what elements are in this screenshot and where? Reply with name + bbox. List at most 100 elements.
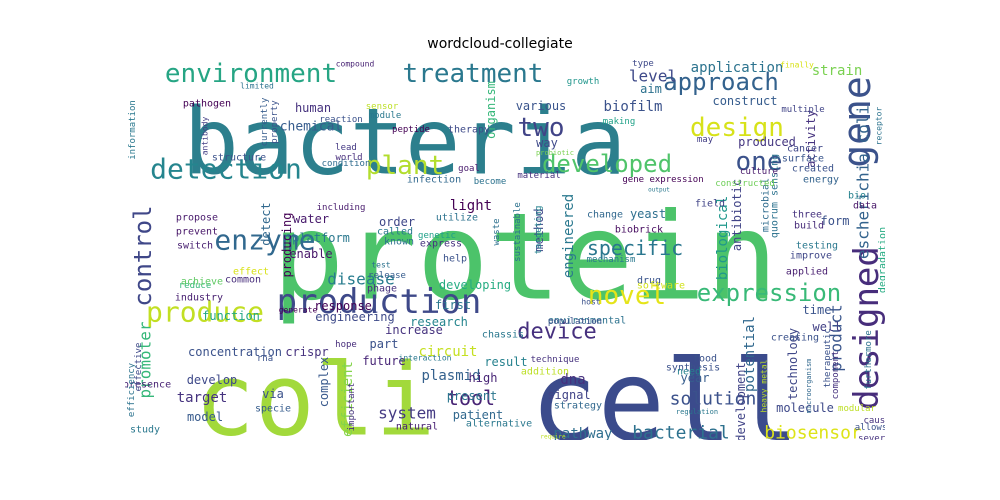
cloud-word-developed: developed bbox=[542, 150, 672, 178]
cloud-word-testing: testing bbox=[796, 241, 838, 252]
cloud-word-gene-expression: gene expression bbox=[622, 175, 703, 185]
cloud-word-hope: hope bbox=[335, 340, 357, 350]
cloud-word-condition: condition bbox=[322, 159, 371, 169]
cloud-word-research: research bbox=[410, 315, 468, 329]
cloud-word-year: year bbox=[681, 371, 710, 385]
cloud-word-become: become bbox=[474, 177, 507, 187]
cloud-word-express: express bbox=[420, 239, 462, 250]
cloud-word-type: type bbox=[632, 60, 654, 69]
cloud-word-gene: gene bbox=[835, 76, 879, 168]
cloud-word-addition: addition bbox=[521, 367, 569, 378]
cloud-word-biobrick: biobrick bbox=[615, 225, 663, 236]
cloud-word-one: one bbox=[736, 147, 783, 177]
cloud-word-mechanism: mechanism bbox=[587, 255, 636, 265]
cloud-word-pathogen: pathogen bbox=[183, 99, 231, 110]
cloud-word-detection: detection bbox=[150, 153, 302, 186]
cloud-word-organism: organism bbox=[484, 81, 498, 139]
cloud-word-effect: effect bbox=[233, 267, 269, 278]
cloud-word-sustainable: sustainable bbox=[513, 202, 523, 262]
cloud-word-developing: developing bbox=[439, 278, 511, 292]
cloud-word-solution: solution bbox=[670, 389, 757, 410]
cloud-word-information: information bbox=[128, 100, 138, 160]
cloud-word-novel: novel bbox=[588, 281, 666, 311]
cloud-word-sensor: sensor bbox=[366, 102, 399, 112]
cloud-word-including: including bbox=[317, 203, 366, 213]
cloud-word-therapeutic: therapeutic bbox=[823, 328, 833, 388]
cloud-word-application: application bbox=[691, 60, 784, 76]
cloud-word-two: two bbox=[518, 113, 565, 143]
cloud-word-therapy: therapy bbox=[448, 125, 490, 136]
cloud-word-strain: strain bbox=[812, 63, 863, 79]
cloud-word-waste: waste bbox=[492, 218, 502, 245]
cloud-word-data: data bbox=[853, 201, 877, 212]
cloud-word-regulation: regulation bbox=[676, 408, 718, 416]
cloud-word-growth: growth bbox=[567, 77, 600, 87]
cloud-word-infection: infection bbox=[407, 175, 461, 186]
cloud-word-first: first bbox=[435, 298, 471, 312]
word-cloud: protein bacteria cell coli production detecti… bbox=[125, 60, 885, 440]
cloud-word-treatment: treatment bbox=[403, 60, 544, 89]
cloud-word-generate: generate bbox=[279, 306, 318, 315]
cloud-word-antibiotic: antibiotic bbox=[730, 179, 744, 251]
cloud-word-expression: expression bbox=[697, 279, 842, 307]
cloud-word-producing: producing bbox=[280, 212, 294, 277]
cloud-word-present: present bbox=[447, 389, 498, 403]
cloud-word-environment: environment bbox=[165, 60, 337, 89]
cloud-word-develop: develop bbox=[187, 373, 238, 387]
cloud-word-control: control bbox=[129, 205, 157, 306]
cloud-word-modular: modular bbox=[838, 404, 877, 414]
cloud-word-help: help bbox=[443, 254, 467, 265]
figure-title: wordcloud-collegiate bbox=[427, 36, 573, 52]
cloud-word-compound: compound bbox=[336, 60, 375, 69]
cloud-word-microbial: microbial bbox=[761, 178, 772, 232]
cloud-word-creating: creating bbox=[771, 333, 819, 344]
cloud-word-software: software bbox=[637, 281, 685, 292]
cloud-word-build: build bbox=[794, 221, 824, 232]
cloud-word-output: output bbox=[648, 187, 670, 194]
cloud-word-way: way bbox=[536, 136, 558, 150]
cloud-word-field: field bbox=[695, 199, 725, 210]
cloud-word-natural: natural bbox=[396, 422, 438, 433]
cloud-word-produced: produced bbox=[738, 135, 796, 149]
cloud-word-technique: technique bbox=[531, 355, 580, 365]
cloud-word-crispr: crispr bbox=[285, 345, 328, 359]
cloud-word-release: release bbox=[368, 271, 406, 281]
cloud-word-effective: effective bbox=[134, 343, 144, 392]
cloud-word-cancer: cancer bbox=[787, 144, 823, 155]
cloud-word-several: several bbox=[858, 434, 885, 440]
cloud-word-via: via bbox=[262, 387, 284, 401]
cloud-word-prevent: prevent bbox=[176, 227, 218, 238]
cloud-word-degradation: degradation bbox=[878, 227, 886, 293]
cloud-word-targeting: targeting bbox=[534, 206, 544, 255]
cloud-word-biofilm: biofilm bbox=[603, 99, 662, 115]
cloud-word-signal: signal bbox=[547, 388, 590, 402]
cloud-word-production: production bbox=[277, 282, 482, 322]
cloud-word-multiple: multiple bbox=[781, 105, 824, 115]
cloud-word-structure: structure bbox=[212, 153, 266, 164]
cloud-word-coli: coli bbox=[195, 342, 436, 441]
cloud-word-molecule: molecule bbox=[776, 401, 834, 415]
cloud-word-antibody: antibody bbox=[201, 117, 210, 156]
cloud-word-host: host bbox=[581, 298, 600, 307]
cloud-word-level: level bbox=[629, 67, 677, 86]
cloud-word-approach: approach bbox=[663, 68, 779, 96]
cloud-word-utilize: utilize bbox=[436, 213, 478, 224]
cloud-word-population: population bbox=[548, 317, 602, 327]
cloud-word-biological: biological bbox=[715, 196, 731, 280]
cloud-word-produce: produce bbox=[146, 296, 264, 329]
cloud-word-plant: plant bbox=[366, 151, 444, 181]
cloud-word-lead: lead bbox=[335, 143, 357, 153]
cloud-word-specific: specific bbox=[587, 236, 683, 260]
cloud-word-important: important bbox=[347, 383, 357, 432]
cloud-word-form: form bbox=[821, 214, 850, 228]
cloud-word-concentration: concentration bbox=[188, 345, 282, 359]
cloud-word-device: device bbox=[517, 320, 596, 345]
cloud-word-energy: energy bbox=[803, 175, 839, 186]
cloud-word-reaction: reaction bbox=[319, 115, 362, 125]
cloud-word-light: light bbox=[450, 198, 492, 214]
cloud-word-currently: currently bbox=[260, 97, 270, 146]
cloud-word-limited: limited bbox=[240, 82, 274, 91]
cloud-word-finally: finally bbox=[780, 61, 814, 70]
cloud-word-switch: switch bbox=[177, 241, 213, 252]
cloud-word-change: change bbox=[587, 210, 623, 221]
